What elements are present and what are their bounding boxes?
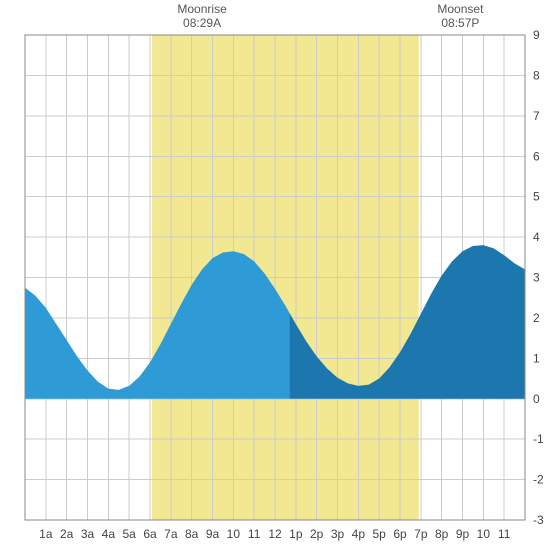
- y-tick-label: 1: [533, 351, 540, 365]
- y-tick-label: 0: [533, 392, 540, 406]
- x-tick-label: 11: [498, 527, 511, 541]
- x-tick-label: 1p: [289, 527, 303, 541]
- x-tick-label: 10: [477, 527, 491, 541]
- x-tick-label: 2p: [310, 527, 324, 541]
- x-tick-label: 7p: [414, 527, 428, 541]
- y-tick-label: -2: [533, 473, 544, 487]
- x-tick-label: 8a: [185, 527, 199, 541]
- y-tick-label: -1: [533, 432, 544, 446]
- x-tick-label: 5a: [122, 527, 136, 541]
- y-tick-label: 2: [533, 311, 540, 325]
- x-tick-label: 2a: [60, 527, 74, 541]
- y-tick-label: 6: [533, 149, 540, 163]
- moonrise-title: Moonrise: [172, 2, 232, 16]
- x-tick-label: 3p: [331, 527, 345, 541]
- y-tick-label: 3: [533, 271, 540, 285]
- chart-svg: 9876543210-1-2-31a2a3a4a5a6a7a8a9a101112…: [0, 0, 550, 550]
- x-tick-label: 6a: [143, 527, 157, 541]
- y-tick-label: 9: [533, 28, 540, 42]
- x-tick-label: 12: [268, 527, 282, 541]
- x-tick-label: 9p: [456, 527, 470, 541]
- moonset-value: 08:57P: [430, 16, 490, 30]
- x-tick-label: 10: [227, 527, 241, 541]
- moonrise-label: Moonrise 08:29A: [172, 2, 232, 31]
- x-tick-label: 5p: [372, 527, 386, 541]
- x-tick-label: 9a: [206, 527, 220, 541]
- tide-chart: Moonrise 08:29A Moonset 08:57P 9 8 7 6 5 4 3 2 1…: [0, 0, 550, 550]
- x-tick-label: 3a: [81, 527, 95, 541]
- x-tick-label: 4a: [102, 527, 116, 541]
- x-tick-label: 4p: [352, 527, 366, 541]
- x-tick-label: 1a: [39, 527, 53, 541]
- moonrise-value: 08:29A: [172, 16, 232, 30]
- y-tick-label: 5: [533, 190, 540, 204]
- moonset-title: Moonset: [430, 2, 490, 16]
- x-tick-label: 8p: [435, 527, 449, 541]
- y-tick-label: -3: [533, 513, 544, 527]
- x-tick-label: 7a: [164, 527, 178, 541]
- y-tick-label: 7: [533, 109, 540, 123]
- y-tick-label: 8: [533, 68, 540, 82]
- moonset-label: Moonset 08:57P: [430, 2, 490, 31]
- y-tick-label: 4: [533, 230, 540, 244]
- x-tick-label: 6p: [393, 527, 407, 541]
- x-tick-label: 11: [248, 527, 261, 541]
